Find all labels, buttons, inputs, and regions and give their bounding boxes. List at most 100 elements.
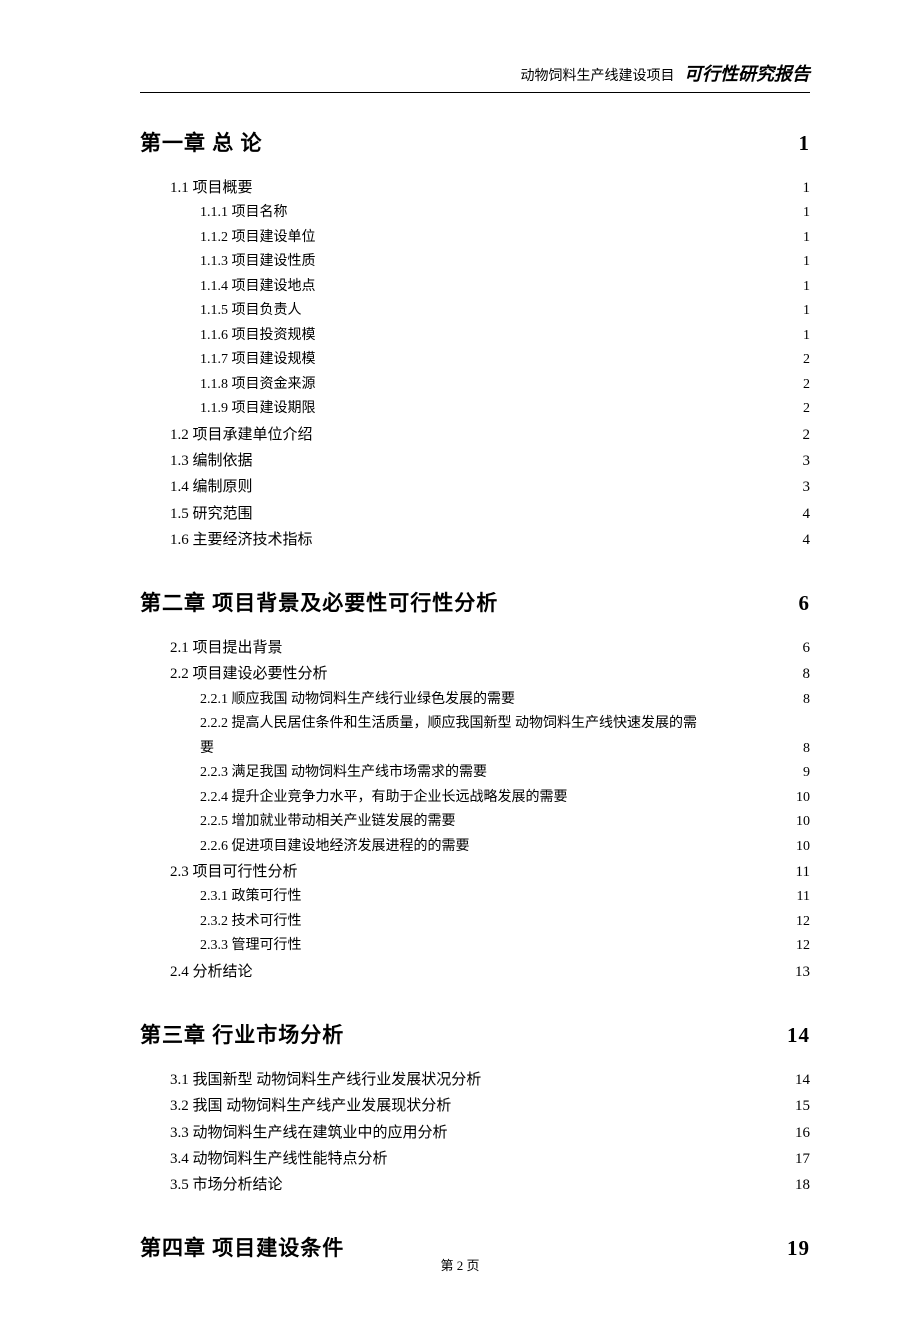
toc-sub-entry: 1.1.5 项目负责人1 <box>200 299 810 324</box>
toc-sec-entry: 1.6 主要经济技术指标 4 <box>170 527 810 553</box>
toc-entry-title: 1.1.6 项目投资规模 <box>200 324 316 349</box>
toc-sub-entry: 1.1.9 项目建设期限 2 <box>200 397 810 422</box>
toc-chapter-entry: 第一章 总 论 1 <box>140 127 810 157</box>
toc-entry-page: 1 <box>801 275 810 300</box>
toc-entry-title: 2.3 项目可行性分析 <box>170 859 298 885</box>
toc-sub-entry: 1.1.8 项目资金来源 2 <box>200 373 810 398</box>
toc-sec-entry: 1.4 编制原则 3 <box>170 474 810 500</box>
toc-entry-page: 4 <box>801 527 811 553</box>
toc-entry-title: 第二章 项目背景及必要性可行性分析 <box>140 587 498 617</box>
toc-entry-title: 2.2 项目建设必要性分析 <box>170 661 328 687</box>
toc-entry-page: 14 <box>785 1023 810 1048</box>
toc-sub-entry: 2.3.3 管理可行性 12 <box>200 934 810 959</box>
toc-entry-title: 2.3.1 政策可行性 <box>200 885 302 910</box>
toc-entry-title: 1.4 编制原则 <box>170 474 253 500</box>
toc-sub-entry: 1.1.7 项目建设规模2 <box>200 348 810 373</box>
toc-chapter-entry: 第三章 行业市场分析14 <box>140 1019 810 1049</box>
document-page: 动物饲料生产线建设项目 可行性研究报告 第一章 总 论11.1 项目概要11.1… <box>0 0 920 1320</box>
toc-entry-title: 2.1 项目提出背景 <box>170 635 283 661</box>
toc-entry-page: 8 <box>801 737 810 762</box>
toc-sec-entry: 3.5 市场分析结论18 <box>170 1172 810 1198</box>
toc-entry-title: 2.2.2 提高人民居住条件和生活质量，顺应我国新型 动物饲料生产线快速发展的需 <box>200 716 697 731</box>
toc-sec-entry: 1.5 研究范围 4 <box>170 501 810 527</box>
toc-sec-entry: 3.4 动物饲料生产线性能特点分析 17 <box>170 1146 810 1172</box>
toc-entry-title: 1.1 项目概要 <box>170 175 253 201</box>
toc-entry-title: 2.2.4 提升企业竞争力水平，有助于企业长远战略发展的需要 <box>200 786 568 811</box>
toc-sub-entry: 2.2.2 提高人民居住条件和生活质量，顺应我国新型 动物饲料生产线快速发展的需 <box>200 712 810 737</box>
toc-entry-title: 1.1.4 项目建设地点 <box>200 275 316 300</box>
toc-entry-page: 11 <box>794 859 810 885</box>
toc-entry-title: 2.3.3 管理可行性 <box>200 934 302 959</box>
toc-sec-entry: 2.1 项目提出背景 6 <box>170 635 810 661</box>
toc-entry-page: 16 <box>793 1120 810 1146</box>
toc-entry-title: 1.1.7 项目建设规模 <box>200 348 316 373</box>
toc-entry-page: 17 <box>793 1146 810 1172</box>
toc-sec-entry: 1.2 项目承建单位介绍 2 <box>170 422 810 448</box>
toc-sub-entry: 1.1.2 项目建设单位 1 <box>200 226 810 251</box>
toc-entry-page: 12 <box>794 910 810 935</box>
toc-entry-page: 2 <box>801 397 810 422</box>
toc-entry-title: 3.3 动物饲料生产线在建筑业中的应用分析 <box>170 1120 448 1146</box>
page-footer: 第 2 页 <box>0 1255 920 1274</box>
toc-sub-entry: 1.1.1 项目名称1 <box>200 201 810 226</box>
toc-sec-entry: 3.2 我国 动物饲料生产线产业发展现状分析 15 <box>170 1093 810 1119</box>
toc-sub-entry: 1.1.3 项目建设性质1 <box>200 250 810 275</box>
toc-entry-page: 4 <box>801 501 811 527</box>
toc-entry-title: 1.1.9 项目建设期限 <box>200 397 316 422</box>
toc-sec-entry: 2.2 项目建设必要性分析 8 <box>170 661 810 687</box>
toc-entry-page: 1 <box>801 324 810 349</box>
toc-entry-title: 1.6 主要经济技术指标 <box>170 527 313 553</box>
toc-entry-page: 8 <box>801 661 811 687</box>
toc-entry-page: 15 <box>793 1093 810 1119</box>
toc-entry-title: 3.4 动物饲料生产线性能特点分析 <box>170 1146 388 1172</box>
toc-entry-page: 11 <box>795 885 810 910</box>
toc-sub-entry: 2.2.1 顺应我国 动物饲料生产线行业绿色发展的需要 8 <box>200 688 810 713</box>
toc-entry-page: 1 <box>801 175 811 201</box>
toc-entry-page: 9 <box>801 761 810 786</box>
toc-entry-title: 1.1.2 项目建设单位 <box>200 226 316 251</box>
toc-entry-page: 1 <box>797 131 811 156</box>
toc-entry-title: 1.1.8 项目资金来源 <box>200 373 316 398</box>
toc-sec-entry: 3.3 动物饲料生产线在建筑业中的应用分析 16 <box>170 1120 810 1146</box>
header-report-title: 可行性研究报告 <box>684 64 810 84</box>
toc-entry-title: 1.2 项目承建单位介绍 <box>170 422 313 448</box>
toc-entry-page: 12 <box>794 934 810 959</box>
toc-entry-title: 1.5 研究范围 <box>170 501 253 527</box>
toc-entry-title: 3.5 市场分析结论 <box>170 1172 283 1198</box>
toc-entry-page: 10 <box>794 786 810 811</box>
toc-entry-title: 3.1 我国新型 动物饲料生产线行业发展状况分析 <box>170 1067 481 1093</box>
toc-entry-page: 1 <box>801 299 810 324</box>
toc-entry-page: 2 <box>801 422 811 448</box>
toc-sub-entry: 2.2.3 满足我国 动物饲料生产线市场需求的需要 9 <box>200 761 810 786</box>
page-header: 动物饲料生产线建设项目 可行性研究报告 <box>140 60 810 93</box>
header-project-name: 动物饲料生产线建设项目 <box>521 69 675 84</box>
toc-entry-title: 2.4 分析结论 <box>170 959 253 985</box>
toc-entry-page: 14 <box>793 1067 810 1093</box>
toc-sub-entry: 要8 <box>200 737 810 762</box>
toc-entry-page: 6 <box>797 591 811 616</box>
table-of-contents: 第一章 总 论11.1 项目概要11.1.1 项目名称11.1.2 项目建设单位… <box>140 127 810 1262</box>
toc-entry-page: 13 <box>793 959 810 985</box>
toc-sub-entry: 1.1.6 项目投资规模 1 <box>200 324 810 349</box>
toc-entry-title: 2.2.3 满足我国 动物饲料生产线市场需求的需要 <box>200 761 487 786</box>
toc-entry-page: 10 <box>794 810 810 835</box>
toc-entry-page: 1 <box>801 226 810 251</box>
toc-entry-title: 1.1.1 项目名称 <box>200 201 288 226</box>
toc-sec-entry: 2.3 项目可行性分析 11 <box>170 859 810 885</box>
toc-sec-entry: 2.4 分析结论 13 <box>170 959 810 985</box>
toc-entry-page: 6 <box>801 635 811 661</box>
toc-entry-page: 10 <box>794 835 810 860</box>
toc-entry-title: 1.3 编制依据 <box>170 448 253 474</box>
toc-entry-page: 3 <box>801 474 811 500</box>
toc-entry-title: 2.2.1 顺应我国 动物饲料生产线行业绿色发展的需要 <box>200 688 515 713</box>
toc-entry-title: 2.3.2 技术可行性 <box>200 910 302 935</box>
toc-entry-title: 要 <box>200 737 214 762</box>
toc-sec-entry: 3.1 我国新型 动物饲料生产线行业发展状况分析 14 <box>170 1067 810 1093</box>
toc-sub-entry: 2.2.5 增加就业带动相关产业链发展的需要10 <box>200 810 810 835</box>
toc-entry-page: 2 <box>801 373 810 398</box>
toc-entry-page: 3 <box>801 448 811 474</box>
toc-entry-page: 8 <box>801 688 810 713</box>
toc-entry-title: 第一章 总 论 <box>140 127 263 157</box>
toc-entry-title: 3.2 我国 动物饲料生产线产业发展现状分析 <box>170 1093 451 1119</box>
toc-sub-entry: 2.2.6 促进项目建设地经济发展进程的的需要10 <box>200 835 810 860</box>
